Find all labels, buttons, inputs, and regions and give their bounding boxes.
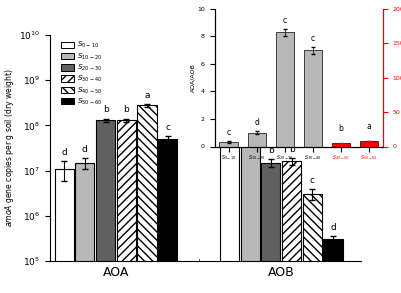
- Bar: [220, 103, 239, 293]
- Text: c: c: [165, 123, 170, 132]
- Bar: [96, 120, 115, 293]
- Text: d: d: [82, 144, 88, 154]
- Text: c: c: [283, 16, 287, 25]
- Text: c: c: [310, 176, 315, 185]
- Bar: [261, 163, 280, 293]
- Text: a: a: [144, 91, 150, 100]
- Bar: [360, 141, 378, 146]
- Bar: [303, 194, 322, 293]
- Text: b: b: [338, 124, 343, 133]
- Bar: [275, 32, 294, 146]
- Bar: [158, 139, 177, 293]
- Text: a: a: [247, 98, 253, 108]
- Text: b: b: [124, 105, 129, 115]
- Text: d: d: [330, 223, 336, 232]
- Bar: [304, 50, 322, 146]
- Bar: [219, 142, 238, 146]
- Y-axis label: AOA/AOB: AOA/AOB: [190, 63, 196, 92]
- Legend: $S_{0-10}$, $S_{10-20}$, $S_{20-30}$, $S_{30-40}$, $S_{40-50}$, $S_{50-60}$: $S_{0-10}$, $S_{10-20}$, $S_{20-30}$, $S…: [60, 39, 104, 108]
- Text: b: b: [268, 146, 274, 155]
- Text: a: a: [367, 122, 371, 131]
- Bar: [247, 133, 266, 146]
- Bar: [332, 143, 350, 146]
- Bar: [117, 120, 136, 293]
- Bar: [241, 116, 260, 293]
- Text: c: c: [311, 33, 315, 42]
- Bar: [55, 169, 74, 293]
- Text: d: d: [254, 118, 259, 127]
- Bar: [282, 161, 301, 293]
- Bar: [324, 239, 342, 293]
- Text: c: c: [227, 128, 231, 137]
- Text: a: a: [227, 86, 232, 96]
- Text: b: b: [103, 105, 108, 115]
- Text: d: d: [61, 148, 67, 157]
- Y-axis label: $amoA$ gene copies per g soil (dry weight): $amoA$ gene copies per g soil (dry weigh…: [4, 69, 16, 227]
- Bar: [75, 163, 94, 293]
- Bar: [138, 105, 156, 293]
- Text: b: b: [289, 144, 294, 154]
